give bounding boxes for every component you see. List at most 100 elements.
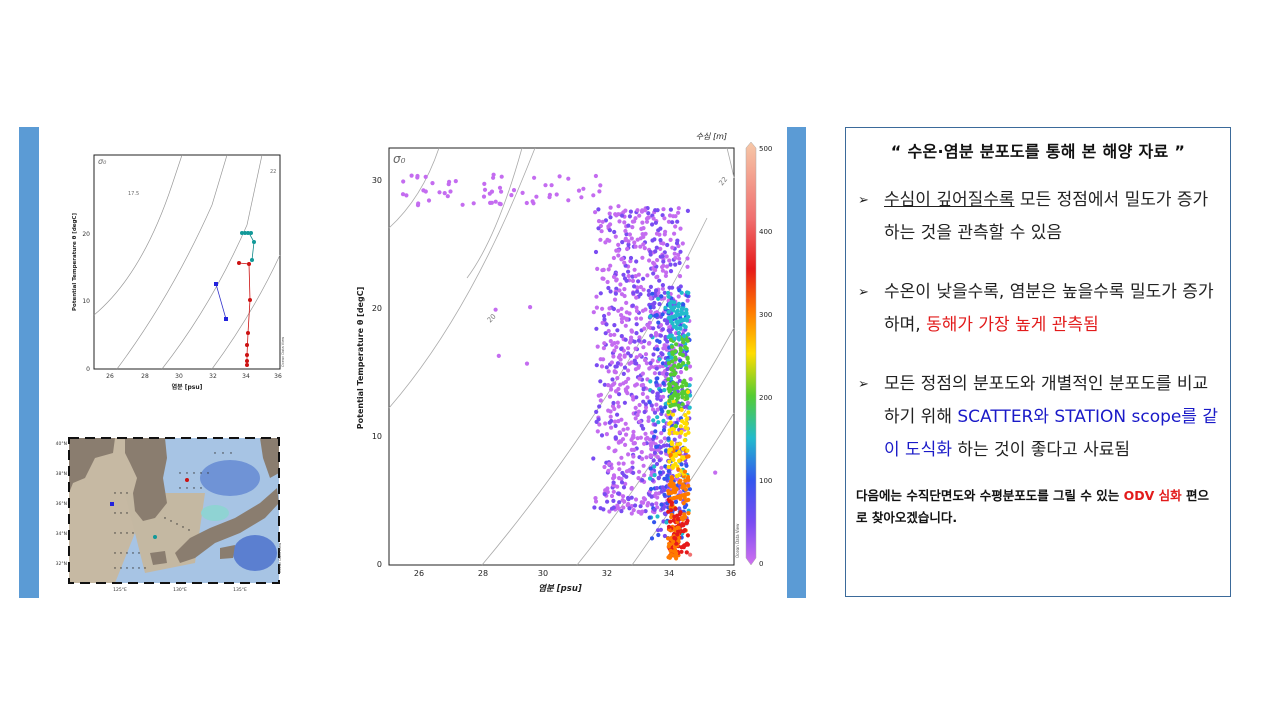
scatter-point — [668, 269, 674, 274]
scatter-point — [620, 437, 626, 442]
scatter-point — [638, 316, 644, 321]
scatter-point — [622, 260, 627, 265]
scatter-point — [662, 388, 667, 393]
data-point — [247, 262, 251, 266]
scatter-point — [493, 307, 498, 312]
scatter-point — [626, 376, 631, 381]
lon-label: 130°E — [173, 587, 187, 593]
scatter-point — [598, 183, 603, 188]
footer-note: 다음에는 수직단면도와 수평분포도를 그릴 수 있는 ODV 심화 편으로 찾아… — [856, 485, 1220, 529]
scatter-point — [660, 312, 665, 317]
scatter-point — [647, 258, 652, 263]
scatter-point — [630, 303, 635, 308]
scatter-point — [635, 412, 640, 418]
scatter-point — [620, 256, 625, 261]
scatter-point — [632, 339, 637, 344]
scatter-point — [636, 509, 641, 514]
scatter-point — [623, 236, 628, 241]
scatter-point — [667, 459, 672, 464]
scatter-point — [447, 179, 452, 184]
scatter-point — [493, 199, 498, 204]
scatter-point — [630, 394, 635, 399]
scatter-point — [677, 260, 682, 266]
scatter-point — [682, 421, 687, 426]
scatter-point — [671, 380, 676, 385]
scatter-point — [657, 458, 662, 463]
scatter-point — [547, 192, 552, 197]
scatter-point — [442, 191, 447, 196]
scatter-point — [633, 346, 638, 351]
scatter-point — [678, 441, 683, 446]
scatter-point — [675, 431, 680, 436]
scatter-point — [634, 355, 639, 360]
scatter-point — [652, 450, 658, 455]
scatter-point — [671, 463, 676, 468]
scatter-point — [617, 288, 622, 293]
footer-text: 다음에는 수직단면도와 수평분포도를 그릴 수 있는 — [856, 488, 1124, 503]
scatter-point — [524, 200, 529, 206]
scatter-point — [688, 377, 693, 382]
scatter-point — [669, 440, 674, 445]
scatter-point — [626, 368, 631, 373]
scatter-point — [632, 240, 637, 245]
scatter-point — [620, 213, 625, 218]
scatter-point — [641, 382, 646, 388]
scatter-point — [677, 480, 682, 485]
scatter-point — [617, 353, 623, 358]
scatter-point — [593, 249, 599, 255]
scatter-point — [658, 323, 664, 328]
scatter-point — [623, 323, 628, 328]
scatter-point — [670, 359, 675, 364]
scatter-point — [640, 371, 645, 376]
footer-text: 편으로 찾아오겠습니다. — [856, 488, 1210, 525]
scatter-point — [650, 502, 655, 507]
scatter-point — [637, 402, 642, 408]
scatter-point — [648, 305, 653, 310]
scatter-point — [460, 202, 465, 207]
scatter-point — [625, 503, 630, 508]
scatter-point — [660, 485, 665, 490]
scatter-point — [600, 268, 605, 273]
scatter-point — [637, 419, 642, 424]
x-tick-label: 26 — [414, 569, 424, 578]
scatter-point — [672, 231, 677, 236]
scatter-point — [622, 287, 627, 292]
scatter-point — [599, 364, 605, 369]
scatter-point — [649, 403, 654, 408]
scatter-point — [651, 418, 656, 423]
scatter-point — [676, 252, 681, 257]
scatter-point — [615, 361, 621, 366]
station-map: 40°N 38°N 36°N 34°N 32°N 125°E 130°E 135… — [55, 433, 285, 608]
data-point — [243, 231, 247, 235]
scatter-point — [660, 264, 665, 270]
scatter-point — [640, 208, 645, 213]
scatter-point — [683, 425, 688, 430]
scatter-point — [651, 216, 656, 221]
scatter-point — [615, 328, 620, 333]
data-point — [245, 359, 249, 363]
scatter-point — [608, 289, 613, 294]
scatter-point — [647, 400, 652, 405]
scatter-point — [629, 236, 634, 241]
scatter-point — [591, 193, 596, 198]
lat-label: 32°N — [56, 561, 67, 567]
scatter-point — [648, 454, 653, 459]
scatter-point — [669, 479, 674, 484]
scatter-point — [623, 379, 628, 384]
bullet-text: 모든 정점의 분포도와 개별적인 분포도를 비교하기 위해 — [884, 374, 1209, 427]
odv-watermark: Ocean Data View — [278, 543, 282, 573]
scatter-point — [640, 509, 645, 514]
scatter-point — [684, 541, 690, 546]
scatter-point — [600, 306, 605, 311]
scatter-point — [675, 513, 680, 518]
scatter-point — [670, 285, 675, 290]
scatter-point — [639, 423, 644, 428]
scatter-point — [650, 407, 656, 412]
scatter-point — [611, 400, 616, 406]
scatter-point — [445, 194, 450, 199]
scatter-point — [612, 332, 617, 337]
scatter-point — [685, 208, 690, 213]
scatter-point — [653, 429, 658, 434]
scatter-point — [409, 173, 414, 178]
scatter-point — [616, 248, 621, 253]
